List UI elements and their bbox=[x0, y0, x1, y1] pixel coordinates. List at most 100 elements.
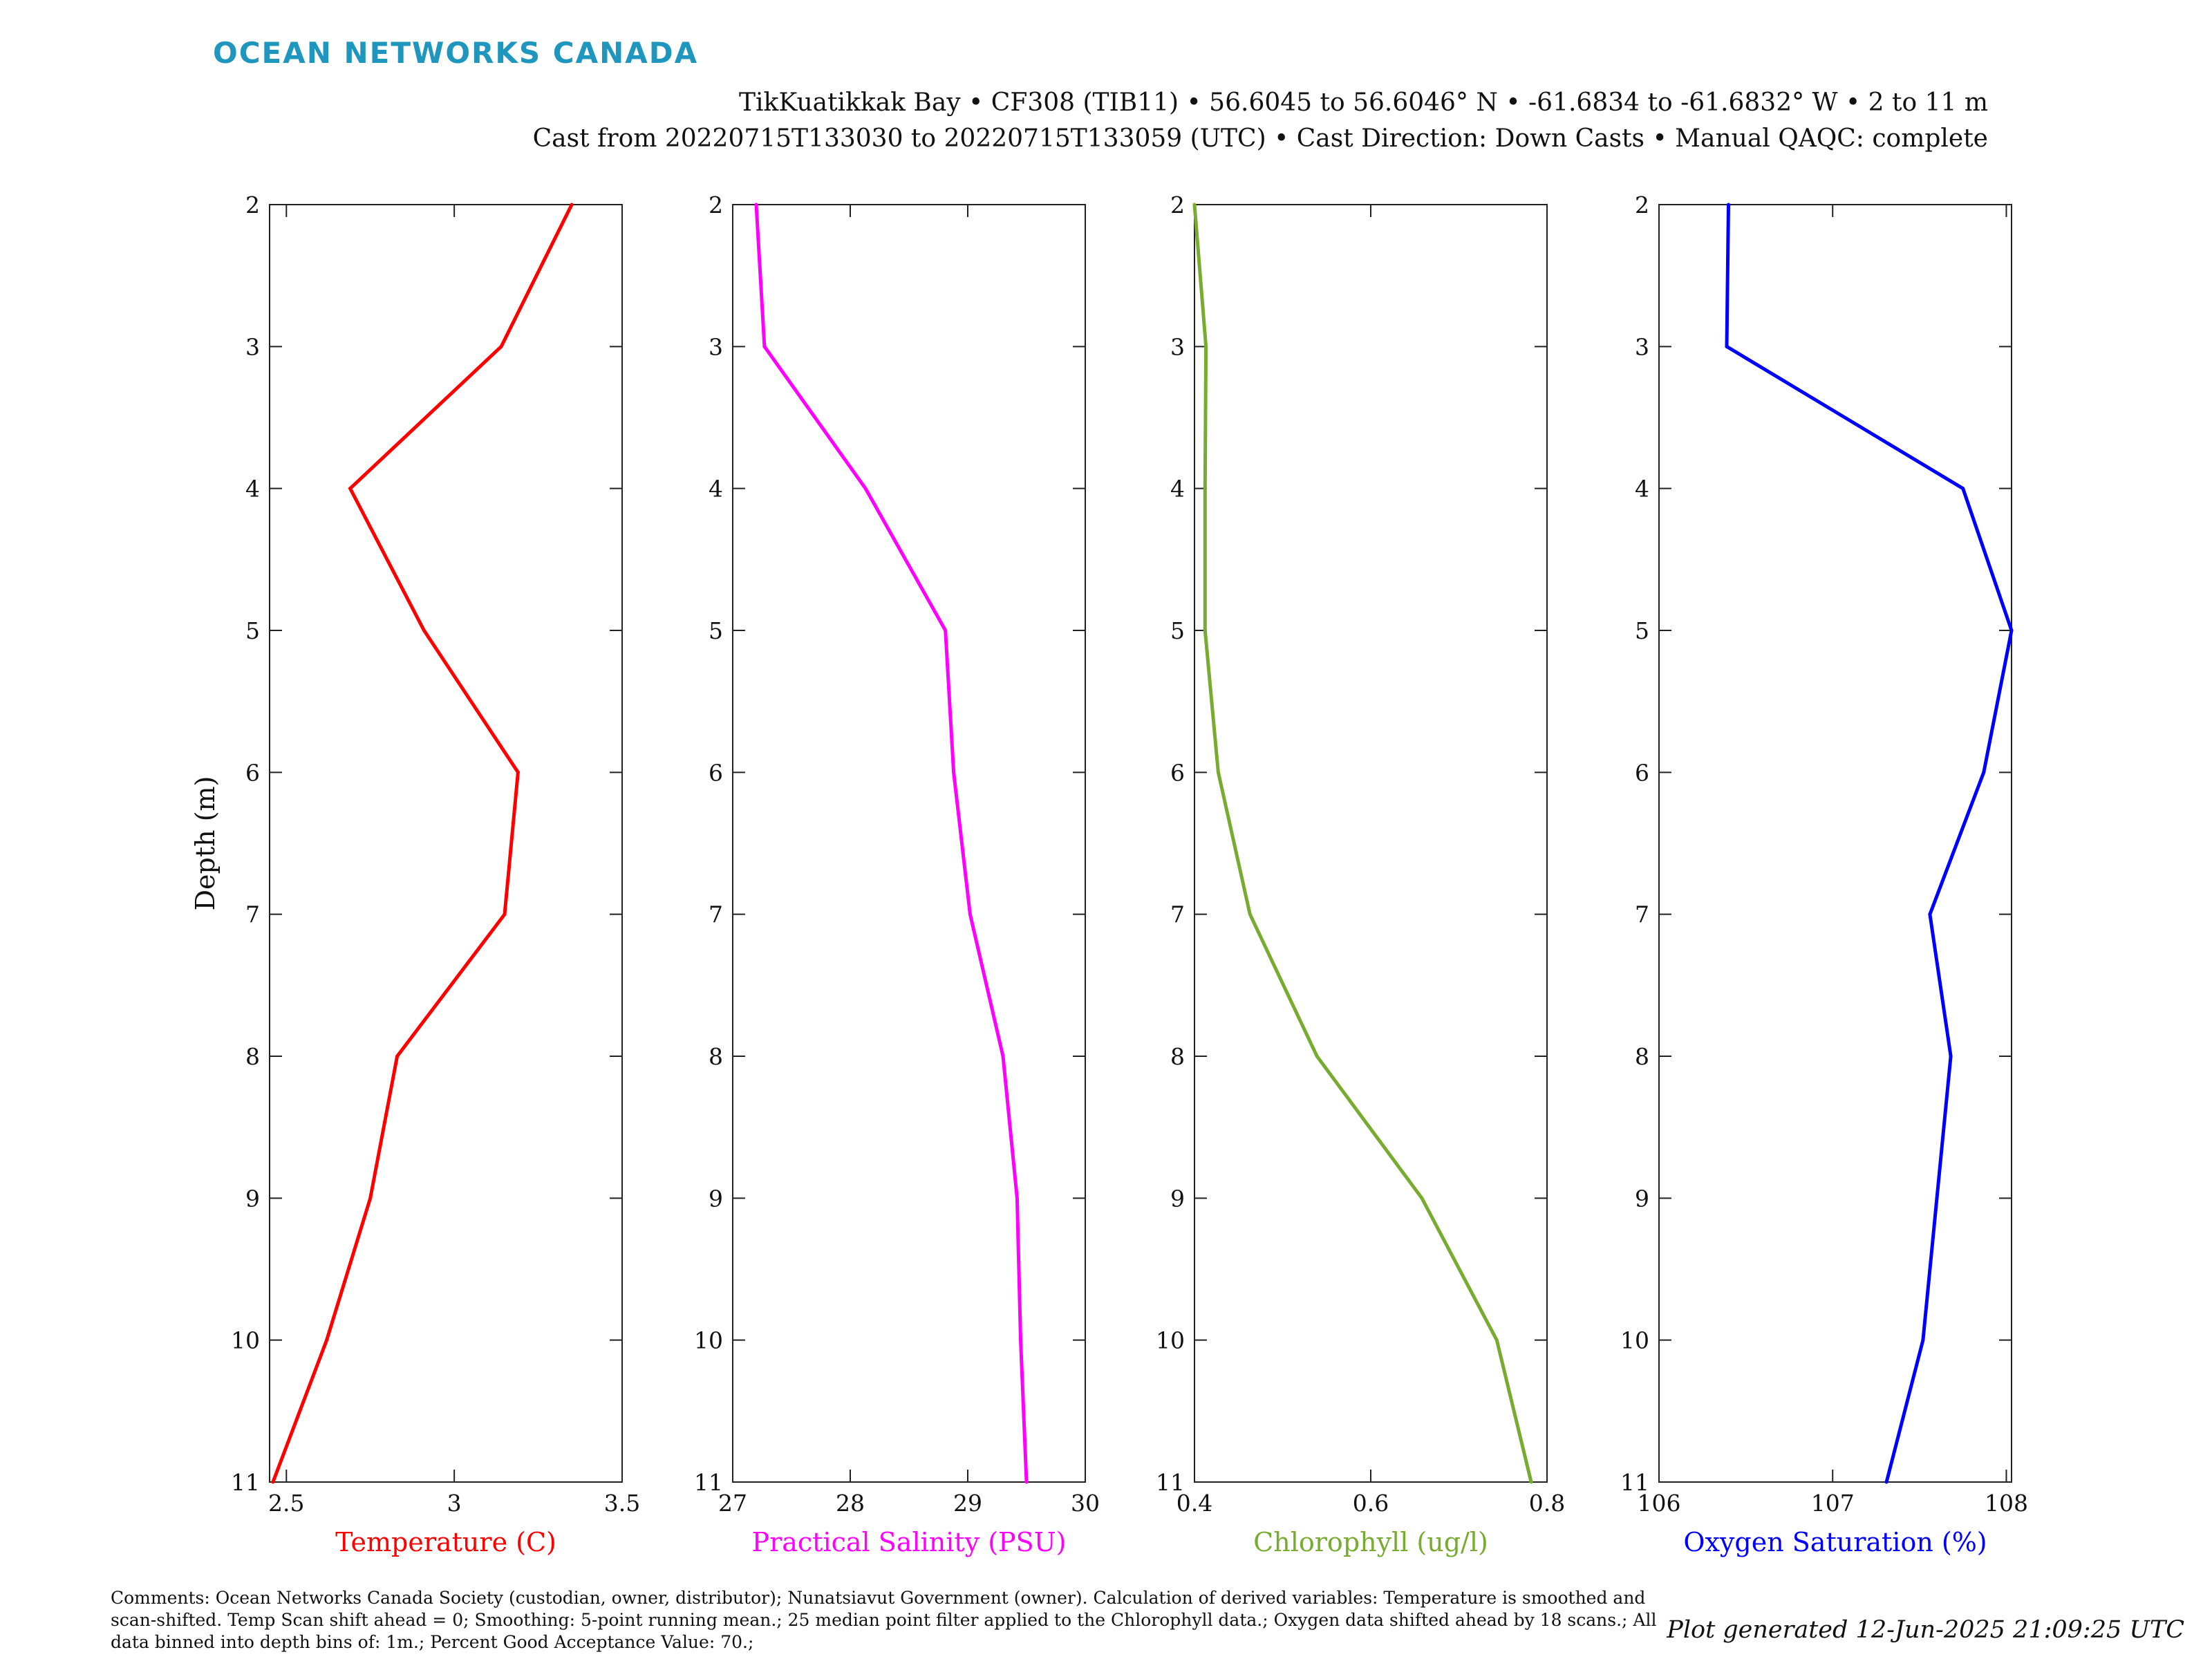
plot-generated-timestamp: Plot generated 12-Jun-2025 21:09:25 UTC bbox=[1667, 1616, 2184, 1644]
chart-3-ytick-label: 9 bbox=[1170, 1185, 1185, 1212]
chart-3-ytick-label: 11 bbox=[1156, 1469, 1185, 1496]
chart-4-data-point bbox=[1726, 203, 1730, 207]
chart-3-data-point bbox=[1192, 203, 1197, 207]
chart-1-ytick-label: 11 bbox=[231, 1469, 260, 1496]
chart-2-ytick-label: 5 bbox=[709, 617, 723, 644]
plot-title-line-2: Cast from 20220715T133030 to 20220715T13… bbox=[532, 124, 1988, 153]
chart-4-ytick-label: 11 bbox=[1620, 1469, 1649, 1496]
chart-3-ytick-label: 10 bbox=[1156, 1327, 1185, 1354]
chart-2-xlabel: Practical Salinity (PSU) bbox=[752, 1527, 1067, 1557]
chart-4-xtick-label: 106 bbox=[1638, 1490, 1681, 1517]
chart-3-data-point bbox=[1315, 1054, 1319, 1058]
chart-3-ytick-label: 3 bbox=[1170, 333, 1185, 360]
chart-2-data-point bbox=[1015, 1196, 1019, 1200]
chart-2-xtick-label: 29 bbox=[953, 1490, 982, 1517]
chart-2-ytick-label: 4 bbox=[709, 476, 723, 503]
chart-4-xlabel: Oxygen Saturation (%) bbox=[1683, 1527, 1987, 1557]
chart-4-data-point bbox=[1928, 912, 1932, 917]
chart-2-series-line bbox=[754, 204, 1029, 1483]
chart-1-xtick-label: 2.5 bbox=[268, 1490, 304, 1517]
chart-2-ytick-label: 9 bbox=[709, 1185, 723, 1212]
chart-4-ytick-label: 6 bbox=[1635, 759, 1649, 786]
chart-4-xtick-label: 108 bbox=[1985, 1490, 2028, 1517]
chart-1-ytick-label: 7 bbox=[245, 901, 260, 928]
chart-4-data-point bbox=[1935, 1196, 1939, 1200]
chart-4-data-point bbox=[1949, 1054, 1953, 1058]
chart-1-data-point bbox=[422, 628, 426, 632]
chart-2-ytick-label: 7 bbox=[709, 901, 723, 928]
footer-comments: Comments: Ocean Networks Canada Society … bbox=[111, 1588, 1657, 1652]
chart-4-ytick-label: 4 bbox=[1635, 476, 1649, 503]
chart-4-data-point bbox=[1884, 1480, 1888, 1484]
chart-2-xtick-label: 27 bbox=[718, 1490, 747, 1517]
chart-1-ytick-label: 4 bbox=[245, 476, 260, 503]
chart-2-ytick-label: 6 bbox=[709, 759, 723, 786]
chart-4-ytick-label: 8 bbox=[1635, 1043, 1649, 1070]
chart-1-data-point bbox=[325, 1338, 329, 1342]
chart-3-xlabel: Chlorophyll (ug/l) bbox=[1253, 1527, 1488, 1557]
chart-3-ytick-label: 7 bbox=[1170, 901, 1185, 928]
chart-3-data-point bbox=[1494, 1338, 1499, 1342]
chart-4-data-point bbox=[2009, 628, 2014, 632]
chart-2-data-point bbox=[754, 203, 758, 207]
chart-2-ytick-label: 10 bbox=[694, 1327, 723, 1354]
chart-4-ytick-label: 7 bbox=[1635, 901, 1649, 928]
chart-4-ytick-label: 3 bbox=[1635, 333, 1649, 360]
chart-4-ytick-label: 5 bbox=[1635, 617, 1649, 644]
chart-3-data-point bbox=[1203, 628, 1207, 632]
chart-2-ytick-label: 11 bbox=[694, 1469, 723, 1496]
chart-1-ytick-label: 6 bbox=[245, 759, 260, 786]
chart-4-frame bbox=[1658, 204, 2012, 1483]
chart-4-ytick-label: 2 bbox=[1635, 191, 1649, 218]
chart-2-data-point bbox=[762, 344, 767, 348]
chart-1-xtick-label: 3 bbox=[447, 1490, 462, 1517]
chart-2-xtick-label: 28 bbox=[836, 1490, 865, 1517]
chart-4-ytick-label: 10 bbox=[1620, 1327, 1649, 1354]
chart-1-data-point bbox=[271, 1480, 275, 1484]
chart-2-frame bbox=[732, 204, 1086, 1483]
chart-3-xtick-label: 0.8 bbox=[1529, 1490, 1565, 1517]
chart-1-ytick-label: 9 bbox=[245, 1185, 260, 1212]
chart-2-data-point bbox=[968, 912, 972, 917]
chart-3-frame bbox=[1194, 204, 1548, 1483]
chart-2-data-point bbox=[1019, 1338, 1022, 1342]
chart-3-series-line bbox=[1192, 204, 1533, 1483]
chart-1-data-point bbox=[395, 1054, 400, 1058]
chart-3-data-point bbox=[1420, 1196, 1424, 1200]
chart-4-data-point bbox=[1982, 770, 1986, 774]
chart-1-data-point bbox=[499, 344, 503, 348]
chart-4-ytick-label: 9 bbox=[1635, 1185, 1649, 1212]
chart-3-ytick-label: 4 bbox=[1170, 476, 1185, 503]
chart-1-ylabel: Depth (m) bbox=[190, 776, 221, 911]
chart-3-xtick-label: 0.4 bbox=[1177, 1490, 1212, 1517]
chart-1-series-line bbox=[271, 203, 574, 1483]
chart-1-ytick-label: 2 bbox=[245, 191, 260, 218]
chart-1-data-point bbox=[516, 770, 520, 774]
chart-2-data-point bbox=[1001, 1054, 1005, 1058]
chart-3-data-point bbox=[1216, 770, 1220, 774]
chart-1-data-point bbox=[348, 487, 353, 491]
chart-1-data-point bbox=[368, 1196, 373, 1200]
chart-1-data-point bbox=[570, 203, 574, 207]
chart-2-xtick-label: 30 bbox=[1071, 1490, 1100, 1517]
chart-1-ytick-label: 10 bbox=[231, 1327, 260, 1354]
chart-1-ytick-label: 8 bbox=[245, 1043, 260, 1070]
chart-1-data-point bbox=[503, 912, 507, 917]
chart-3-ytick-label: 5 bbox=[1170, 617, 1185, 644]
chart-2-ytick-label: 8 bbox=[709, 1043, 723, 1070]
chart-2-ytick-label: 3 bbox=[709, 333, 723, 360]
chart-2-data-point bbox=[952, 770, 956, 774]
chart-3-xtick-label: 0.6 bbox=[1353, 1490, 1389, 1517]
chart-3-data-point bbox=[1248, 912, 1252, 917]
chart-4-data-point bbox=[1725, 344, 1729, 348]
chart-4-xtick-label: 107 bbox=[1811, 1490, 1855, 1517]
chart-2-data-point bbox=[944, 628, 948, 632]
chart-3-ytick-label: 6 bbox=[1170, 759, 1185, 786]
chart-1-xtick-label: 3.5 bbox=[604, 1490, 640, 1517]
chart-2-ytick-label: 2 bbox=[709, 191, 723, 218]
chart-3-data-point bbox=[1203, 487, 1207, 491]
chart-1-frame bbox=[269, 204, 623, 1483]
chart-1-ytick-label: 3 bbox=[245, 333, 260, 360]
chart-4-series-line bbox=[1725, 204, 2014, 1483]
